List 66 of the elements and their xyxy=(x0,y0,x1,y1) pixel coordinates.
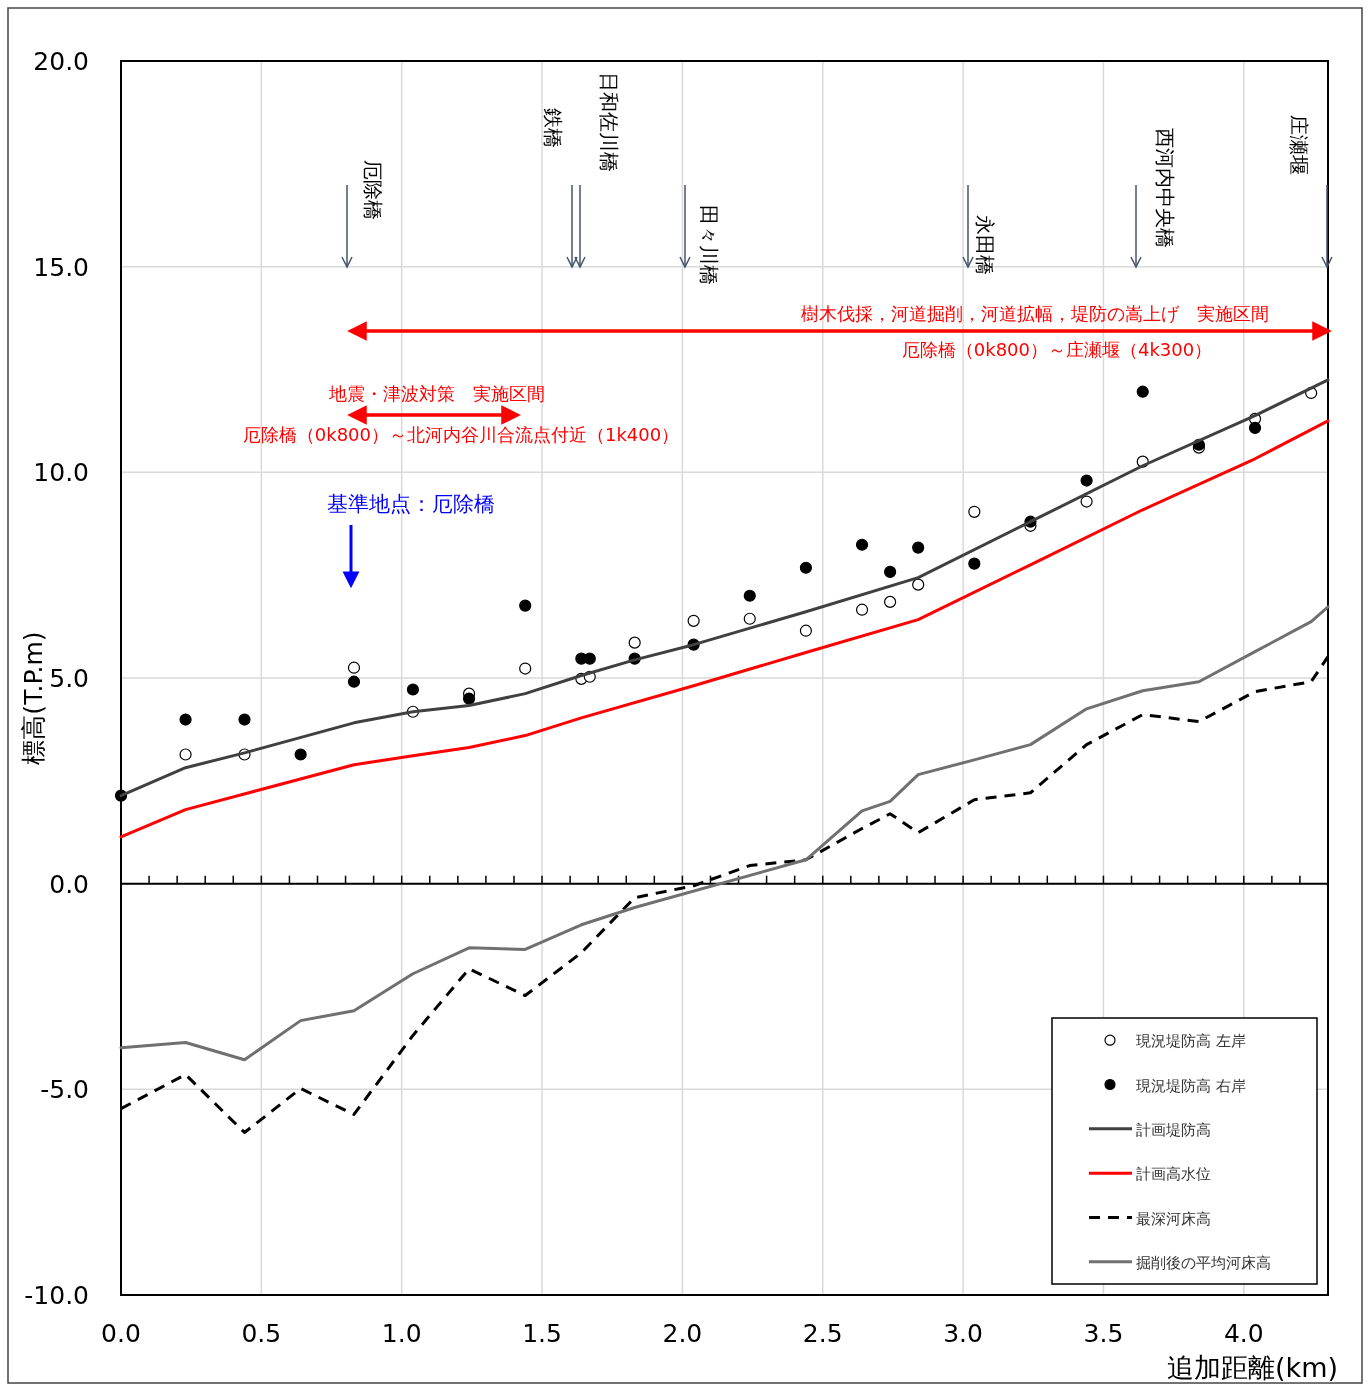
point xyxy=(1248,421,1262,435)
x-tick-label: 4.0 xyxy=(1223,1319,1264,1348)
point xyxy=(238,713,251,726)
point xyxy=(294,748,307,761)
point xyxy=(1080,474,1093,487)
annotation: 地震・津波対策 実施区間 xyxy=(328,383,545,404)
annotation: 鉄橋 xyxy=(541,108,565,148)
legend-label: 掘削後の平均河床高 xyxy=(1136,1253,1271,1272)
y-tick-label: 10.0 xyxy=(33,458,89,488)
annotation: 庄瀬堰 xyxy=(1287,115,1311,175)
point xyxy=(884,565,897,578)
annotation: 日和佐川橋 xyxy=(597,72,621,172)
x-axis-title: 追加距離(km) xyxy=(1166,1352,1338,1383)
line-series xyxy=(119,605,1330,1062)
point xyxy=(628,636,641,649)
x-tick-label: 2.0 xyxy=(662,1319,703,1348)
x-tick-label: 2.5 xyxy=(802,1319,843,1348)
point xyxy=(855,603,869,616)
x-tick-label: 0.5 xyxy=(241,1319,282,1348)
legend-label: 現況堤防高 右岸 xyxy=(1136,1076,1246,1095)
point xyxy=(462,692,476,705)
y-tick-label: 5.0 xyxy=(49,664,89,693)
y-tick-label: 15.0 xyxy=(33,252,89,282)
x-tick-label: 0.0 xyxy=(101,1319,141,1348)
point xyxy=(179,713,192,726)
y-tick-label: 20.0 xyxy=(33,47,89,76)
y-axis-title: 標高(T.P.m) xyxy=(19,631,48,765)
point xyxy=(912,541,925,554)
point xyxy=(406,683,420,696)
point xyxy=(799,561,812,574)
point xyxy=(1136,385,1149,398)
point xyxy=(799,624,812,637)
point xyxy=(743,589,756,602)
y-tick-label: 0.0 xyxy=(49,869,89,899)
annotation: 厄除橋（0k800）～庄瀬堰（4k300） xyxy=(901,339,1213,360)
point xyxy=(347,675,361,688)
point xyxy=(179,748,192,761)
legend-label: 最深河床高 xyxy=(1136,1209,1211,1228)
legend-label: 現況堤防高 左岸 xyxy=(1136,1032,1246,1051)
annotation: 永田橋 xyxy=(973,215,997,275)
point xyxy=(884,595,897,608)
point xyxy=(519,599,532,612)
point xyxy=(912,578,925,591)
point xyxy=(855,538,869,551)
point xyxy=(1080,495,1093,508)
annotation: 田々川橋 xyxy=(697,205,721,285)
annotation: 樹木伐採，河道掘削，河道拡幅，堤防の嵩上げ 実施区間 xyxy=(801,303,1269,324)
x-tick-label: 3.0 xyxy=(943,1319,983,1348)
point xyxy=(743,612,756,625)
point xyxy=(968,557,981,570)
x-tick-label: 3.5 xyxy=(1083,1319,1124,1348)
point xyxy=(347,661,361,674)
x-tick-label: 1.5 xyxy=(522,1319,562,1348)
point xyxy=(968,505,981,518)
point xyxy=(519,662,532,675)
annotation: 基準地点：厄除橋 xyxy=(327,492,495,516)
y-tick-label: -10.0 xyxy=(24,1281,89,1310)
legend-label: 計画堤防高 xyxy=(1136,1120,1211,1139)
y-tick-label: -5.0 xyxy=(40,1075,89,1105)
annotation: 厄除橋 xyxy=(361,160,385,220)
point xyxy=(687,614,700,627)
annotation: 西河内中央橋 xyxy=(1153,128,1177,248)
annotation: 厄除橋（0k800）～北河内谷川合流点付近（1k400） xyxy=(242,424,680,445)
legend-label: 計画高水位 xyxy=(1136,1165,1211,1184)
line-series xyxy=(119,419,1330,839)
x-tick-label: 1.0 xyxy=(381,1319,422,1348)
